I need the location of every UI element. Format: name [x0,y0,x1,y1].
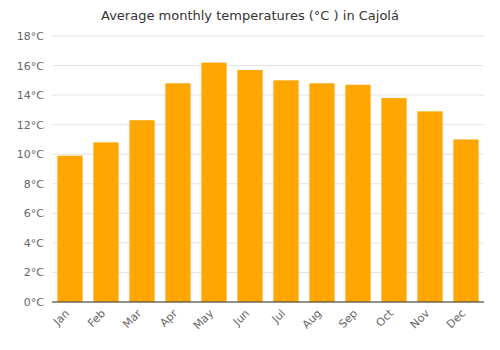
bar [345,85,370,302]
x-axis-line [52,302,484,303]
chart: Average monthly temperatures (°C ) in Ca… [0,0,500,350]
bar [57,156,82,302]
y-tick-label: 2°C [24,266,44,279]
bar [381,98,406,302]
title: Average monthly temperatures (°C ) in Ca… [101,8,399,23]
bar [93,142,118,302]
x-tick-label: Feb [85,307,108,330]
x-tick-label: Jan [50,307,72,329]
y-tick-label: 0°C [24,296,44,309]
x-tick-label: Sep [336,307,360,331]
y-axis: 0°C 2°C 4°C 6°C 8°C 10°C 12°C 14°C 16°C 18°C [17,30,484,309]
x-tick-label: Oct [373,306,396,329]
bar [309,83,334,302]
x-tick-label: Apr [157,307,180,330]
x-tick-label: Jun [230,307,252,329]
bar [273,80,298,302]
grid-line [52,302,484,303]
x-axis: Jan Feb Mar Apr May Jun Jul Aug Sep Oct Nov Dec [50,302,484,332]
x-tick-label: Mar [120,307,144,331]
grid-line [52,95,484,96]
x-tick-label: Dec [444,307,468,331]
bar [201,63,226,302]
bar [237,70,262,302]
bar [165,83,190,302]
bar [129,120,154,302]
chart-container: Average monthly temperatures (°C ) in Ca… [0,0,500,350]
bar [453,139,478,302]
x-tick-label: Nov [408,307,433,332]
grid-line [52,36,484,37]
y-tick-label: 8°C [24,178,44,191]
x-tick-label: May [191,307,217,333]
x-tick-label: Jul [269,307,288,326]
grid-line [52,65,484,66]
y-tick-label: 6°C [24,207,44,220]
y-tick-label: 14°C [17,89,44,102]
x-tick-label: Aug [300,307,324,331]
bars [57,63,478,302]
y-tick-label: 12°C [17,119,44,132]
y-tick-label: 16°C [17,60,44,73]
y-tick-label: 4°C [24,237,44,250]
y-tick-label: 18°C [17,30,44,43]
bar [417,111,442,302]
y-tick-label: 10°C [17,148,44,161]
